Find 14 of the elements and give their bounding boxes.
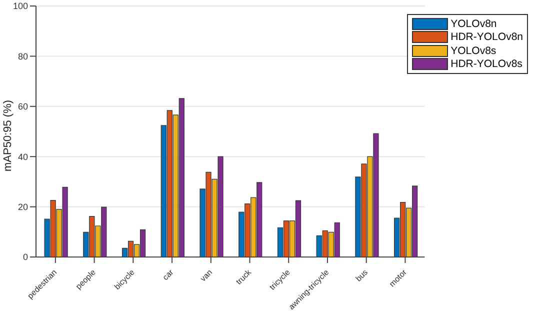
y-tick-label: 40 xyxy=(18,152,28,162)
legend-label: HDR-YOLOv8n xyxy=(450,31,523,44)
y-tick-label: 0 xyxy=(22,252,28,262)
legend-label: YOLOv8n xyxy=(450,18,497,30)
y-tick-label: 100 xyxy=(12,1,28,12)
legend-label: YOLOv8s xyxy=(450,44,496,57)
y-axis-title: mAP50:95 (%) xyxy=(2,100,14,172)
legend-label: HDR-YOLOv8s xyxy=(450,58,522,70)
y-tick-label: 80 xyxy=(18,51,28,62)
y-tick-label: 60 xyxy=(18,102,28,112)
y-tick-label: 20 xyxy=(18,202,28,212)
x-tick-label: bus xyxy=(354,268,370,284)
x-tick-label: van xyxy=(198,268,214,284)
x-tick-label: car xyxy=(160,268,176,282)
